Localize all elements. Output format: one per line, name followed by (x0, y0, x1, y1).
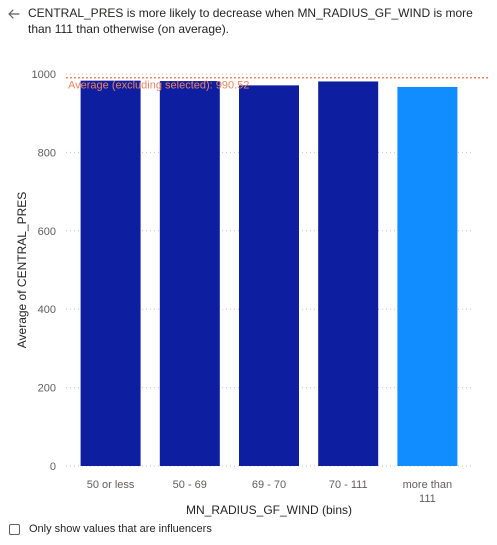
checkbox-label: Only show values that are influencers (29, 523, 212, 535)
x-tick-label: 70 - 111 (329, 479, 368, 491)
y-tick-label: 800 (38, 147, 56, 159)
bar[interactable] (239, 85, 299, 467)
header: CENTRAL_PRES is more likely to decrease … (0, 0, 497, 40)
x-axis-title: MN_RADIUS_GF_WIND (bins) (186, 503, 352, 517)
bar[interactable] (397, 86, 458, 466)
x-tick-label: 50 or less (87, 479, 135, 491)
bar[interactable] (318, 81, 379, 466)
y-tick-label: 1000 (32, 69, 56, 81)
x-tick-label: 50 - 69 (173, 479, 207, 491)
reference-line-label: Average (excluding selected): 990.52 (68, 80, 249, 92)
insight-text: CENTRAL_PRES is more likely to decrease … (28, 6, 473, 36)
x-tick-label: 69 - 70 (252, 479, 286, 491)
x-tick-label: more than (403, 479, 453, 491)
y-tick-label: 400 (38, 304, 56, 316)
y-tick-label: 600 (38, 226, 56, 238)
bar[interactable] (80, 80, 141, 466)
arrow-left-icon[interactable] (4, 4, 24, 24)
y-tick-label: 0 (50, 461, 56, 473)
influencers-only-toggle[interactable]: Only show values that are influencers (9, 521, 212, 537)
y-tick-label: 200 (38, 383, 56, 395)
x-tick-label: 111 (419, 493, 436, 505)
checkbox[interactable] (9, 523, 20, 535)
y-axis-title: Average of CENTRAL_PRES (15, 192, 29, 349)
bar[interactable] (159, 81, 220, 466)
